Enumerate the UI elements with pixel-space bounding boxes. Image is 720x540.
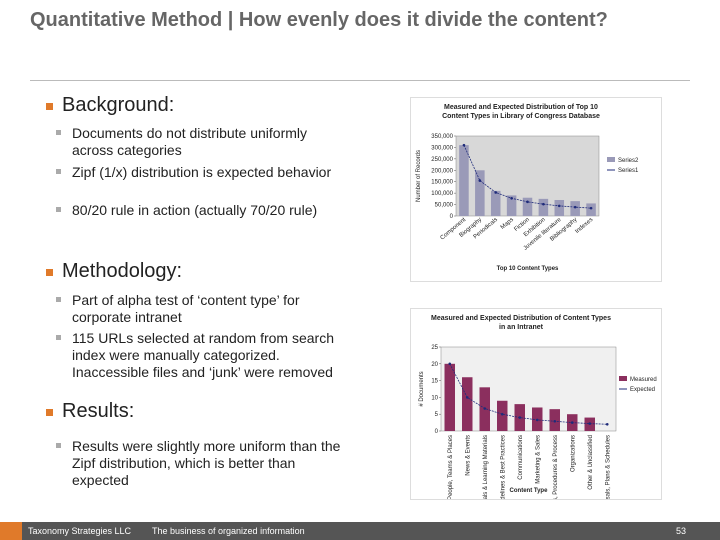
legend-label: Series1	[618, 168, 639, 174]
y-tick-label: 300,000	[431, 145, 453, 151]
y-tick-label: 150,000	[431, 180, 453, 186]
line-point	[557, 204, 561, 208]
y-tick-label: 15	[431, 379, 438, 385]
footer-tagline: The business of organized information	[152, 526, 305, 536]
legend-swatch	[607, 157, 615, 162]
line-point	[542, 202, 545, 206]
chart-svg: 0 50,000 100,000 150,000 200,000 250,000 300,0…	[416, 134, 639, 272]
x-tick-label: Communications	[518, 435, 524, 480]
line-point	[535, 418, 539, 422]
line-point	[448, 362, 452, 366]
y-tick-label: 10	[431, 395, 438, 401]
y-tick-label: 0	[450, 214, 454, 220]
bullet-text: Zipf (1/x) distribution is expected beha…	[72, 164, 332, 180]
y-tick-label: 0	[435, 429, 439, 435]
line-point	[518, 416, 522, 419]
line-point	[573, 205, 577, 209]
bar	[586, 203, 596, 216]
line-point	[500, 412, 504, 416]
x-tick-label: People, Teams & Places	[448, 435, 454, 499]
bar	[459, 145, 469, 216]
bullet	[56, 443, 61, 448]
bullet-text: 115 URLs selected at random from search …	[72, 330, 334, 380]
slide-title: Quantitative Method | How evenly does it…	[30, 9, 608, 31]
x-tick-label: Regulations, Policies, Procedures & Proc…	[553, 435, 559, 499]
y-tick-label: 5	[435, 412, 439, 418]
line-point	[494, 191, 498, 194]
bar	[475, 170, 485, 216]
y-tick-label: 350,000	[431, 134, 453, 140]
chart: Measured and Expected Distribution of To…	[410, 97, 662, 282]
bullet-text: Part of alpha test of ‘content type’ for…	[72, 292, 300, 325]
bullet-text: 80/20 rule in action (actually 70/20 rul…	[72, 202, 318, 218]
line-point	[605, 422, 609, 426]
x-tick-label: Materials & Learning Materials	[483, 435, 489, 499]
y-tick-label: 50,000	[435, 203, 454, 209]
bullet	[56, 130, 61, 135]
bar	[554, 200, 565, 216]
bar	[462, 377, 473, 431]
y-axis-title: Number of Records	[416, 150, 422, 202]
bullet-text: Results were slightly more uniform than …	[72, 438, 341, 488]
section-heading: Methodology:	[62, 260, 183, 282]
footer-bar	[0, 522, 720, 540]
x-tick-label: Organizations	[570, 435, 576, 472]
legend-label: Measured	[630, 377, 657, 383]
bullet	[56, 297, 61, 302]
bar	[570, 201, 580, 216]
title-rule	[30, 80, 690, 81]
footer-accent	[0, 522, 22, 540]
x-tick-label: Other & Unclassified	[588, 435, 594, 490]
page-number: 53	[676, 526, 687, 536]
x-axis-title: Content Type	[510, 488, 549, 494]
line-point	[483, 407, 487, 410]
bullet	[46, 103, 53, 110]
x-tick-label: Program Proposals, Plans & Schedules	[605, 435, 611, 499]
bullet	[56, 207, 61, 212]
legend-swatch	[619, 376, 627, 381]
bar	[538, 198, 549, 216]
y-tick-label: 25	[431, 345, 438, 351]
bar	[522, 197, 533, 216]
x-tick-label: Indexes	[574, 217, 594, 235]
line-point	[465, 396, 469, 399]
line-point	[570, 421, 574, 424]
y-tick-label: 100,000	[431, 191, 453, 197]
line	[449, 363, 608, 425]
footer-company: Taxonomy Strategies LLC	[28, 526, 132, 536]
y-tick-label: 200,000	[431, 168, 453, 174]
x-tick-label: Guidelines & Best Practices	[500, 435, 506, 499]
legend-label: Expected	[630, 387, 655, 393]
x-axis-title: Top 10 Content Types	[497, 266, 559, 272]
bar	[506, 195, 517, 216]
bar	[444, 363, 455, 431]
bullet	[56, 335, 61, 340]
bullet	[56, 169, 61, 174]
bar	[497, 400, 508, 431]
section-heading: Results:	[62, 400, 135, 422]
section-heading: Background:	[62, 94, 175, 116]
line-point	[588, 422, 592, 425]
bar	[490, 190, 501, 216]
line-point	[553, 419, 557, 423]
y-tick-label: 250,000	[431, 157, 453, 163]
chart-title: Measured and Expected Distribution of Co…	[431, 315, 611, 331]
chart: Measured and Expected Distribution of Co…	[410, 308, 662, 500]
bullet	[46, 269, 53, 276]
line-point	[526, 200, 529, 204]
bullet-text: Documents do not distribute uniformly ac…	[72, 125, 307, 158]
chart-svg: 0 5 10 15 20 25 # Documents Content Type People,…	[419, 345, 657, 499]
x-tick-label: News & Events	[465, 435, 471, 476]
line-point	[478, 179, 482, 182]
legend-label: Series2	[618, 158, 639, 164]
bullet	[46, 409, 53, 416]
line-point	[462, 143, 466, 147]
chart-title: Measured and Expected Distribution of To…	[442, 104, 600, 120]
line-point	[589, 206, 593, 210]
x-tick-label: Marketing & Sales	[535, 435, 541, 484]
y-tick-label: 20	[431, 362, 438, 368]
y-axis-title: # Documents	[419, 371, 425, 406]
line-point	[510, 196, 513, 200]
